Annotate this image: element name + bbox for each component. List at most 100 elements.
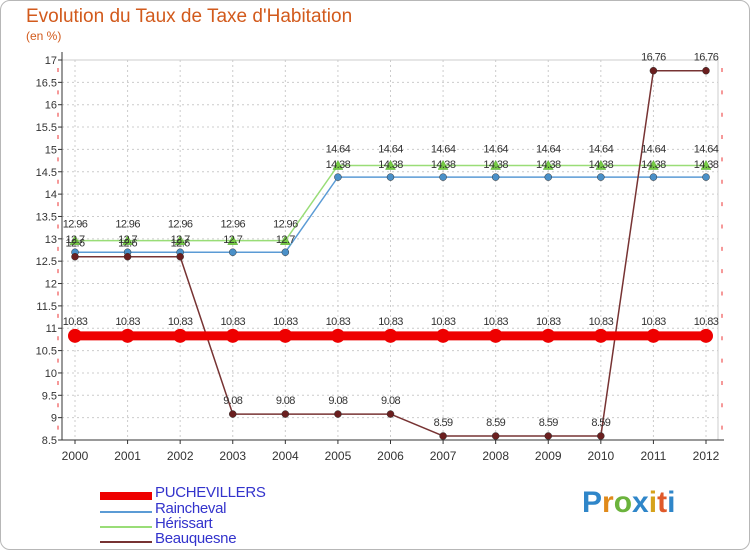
data-point-raincheval [649, 173, 658, 181]
data-label-raincheval: 12.7 [223, 234, 242, 246]
data-point-puchevillers [646, 328, 661, 343]
data-point-beauquesne [334, 410, 342, 418]
data-point-puchevillers [541, 328, 556, 343]
x-tick-label: 2005 [325, 449, 352, 463]
data-point-beauquesne [281, 410, 290, 418]
data-point-herissart [490, 159, 502, 170]
data-label-puchevillers: 10.83 [115, 316, 140, 328]
y-tick-label: 14.5 [36, 167, 57, 179]
data-point-herissart [279, 235, 291, 245]
data-label-puchevillers: 10.83 [220, 316, 245, 328]
x-tick-label: 2007 [430, 449, 457, 463]
data-label-beauquesne: 12.6 [65, 238, 84, 250]
legend-swatch-raincheval [100, 511, 152, 513]
data-point-herissart [227, 235, 239, 245]
data-label-puchevillers: 10.83 [694, 316, 719, 328]
data-label-herissart: 14.64 [483, 144, 508, 156]
data-point-beauquesne [71, 252, 79, 261]
data-label-puchevillers: 10.83 [168, 316, 193, 328]
data-point-puchevillers [593, 328, 608, 343]
data-point-puchevillers [68, 328, 82, 343]
data-label-puchevillers: 10.83 [589, 316, 614, 328]
y-tick-label: 13.5 [36, 211, 57, 223]
data-label-beauquesne: 12.6 [171, 238, 190, 250]
data-label-raincheval: 12.7 [65, 234, 84, 246]
data-label-herissart: 12.96 [273, 219, 298, 231]
data-label-herissart: 14.64 [536, 144, 561, 156]
data-point-puchevillers [330, 328, 345, 343]
data-label-beauquesne: 9.08 [328, 395, 347, 407]
data-label-herissart: 14.64 [589, 144, 614, 156]
y-tick-label: 11 [46, 323, 57, 335]
legend-swatch-puchevillers [100, 492, 152, 500]
legend-label-puchevillers: PUCHEVILLERS [155, 484, 266, 501]
y-tick-label: 9.5 [42, 390, 57, 402]
data-label-raincheval: 14.38 [431, 159, 456, 171]
data-label-beauquesne: 9.08 [223, 395, 242, 407]
chart-title: Evolution du Taux de Taxe d'Habitation [26, 6, 353, 27]
legend-label-beauquesne: Beauquesne [155, 530, 237, 547]
data-label-raincheval: 12.7 [276, 234, 295, 246]
data-label-puchevillers: 10.83 [641, 316, 666, 328]
data-label-beauquesne: 8.59 [434, 417, 453, 429]
data-point-raincheval [439, 173, 447, 181]
data-point-raincheval [702, 173, 710, 181]
y-tick-label: 14 [45, 189, 57, 201]
data-point-puchevillers [278, 328, 293, 343]
data-label-puchevillers: 10.83 [326, 316, 351, 328]
data-point-raincheval [281, 248, 290, 256]
data-point-beauquesne [386, 410, 395, 418]
legend-swatch-beauquesne [100, 541, 152, 543]
data-label-beauquesne: 9.08 [276, 395, 295, 407]
data-label-herissart: 14.64 [694, 144, 719, 156]
data-label-puchevillers: 10.83 [273, 316, 298, 328]
data-label-beauquesne: 16.76 [694, 52, 719, 64]
data-point-beauquesne [229, 410, 237, 418]
data-point-beauquesne [123, 252, 132, 261]
data-point-herissart [385, 159, 396, 170]
data-point-herissart [174, 235, 186, 245]
data-label-puchevillers: 10.83 [483, 316, 508, 328]
data-point-herissart [69, 235, 81, 245]
data-label-herissart: 12.96 [220, 219, 245, 231]
data-label-beauquesne: 12.6 [118, 238, 137, 250]
y-tick-label: 17 [45, 55, 57, 67]
data-point-herissart [122, 235, 134, 245]
y-tick-label: 15.5 [36, 122, 57, 134]
data-label-beauquesne: 9.08 [381, 395, 400, 407]
data-point-herissart [437, 159, 449, 170]
data-label-raincheval: 14.38 [641, 159, 666, 171]
data-point-puchevillers [173, 328, 188, 343]
data-point-beauquesne [544, 432, 552, 440]
y-tick-label: 10.5 [36, 346, 57, 358]
y-tick-label: 8.5 [42, 435, 57, 447]
x-tick-label: 2003 [219, 449, 246, 463]
data-point-beauquesne [176, 252, 184, 261]
data-label-raincheval: 12.7 [171, 234, 190, 246]
data-point-raincheval [544, 173, 552, 181]
data-label-herissart: 12.96 [63, 219, 88, 231]
data-point-beauquesne [702, 66, 710, 75]
data-label-herissart: 14.64 [378, 144, 403, 156]
x-tick-label: 2010 [587, 449, 614, 463]
data-label-puchevillers: 10.83 [378, 316, 403, 328]
x-tick-label: 2011 [641, 449, 667, 463]
x-tick-label: 2002 [167, 449, 194, 463]
data-point-puchevillers [120, 328, 135, 343]
data-label-herissart: 14.64 [326, 144, 351, 156]
data-label-herissart: 12.96 [115, 219, 140, 231]
data-label-herissart: 14.64 [641, 144, 666, 156]
x-tick-label: 2001 [114, 449, 141, 463]
data-label-puchevillers: 10.83 [536, 316, 561, 328]
y-tick-label: 10 [45, 368, 57, 380]
data-point-herissart [542, 159, 554, 170]
y-tick-label: 16.5 [36, 77, 57, 89]
x-tick-label: 2000 [62, 449, 89, 463]
data-point-puchevillers [488, 328, 503, 343]
data-point-herissart [595, 159, 607, 170]
y-tick-label: 9 [51, 413, 57, 425]
data-point-raincheval [597, 173, 605, 181]
data-point-puchevillers [699, 328, 713, 343]
data-point-beauquesne [491, 432, 500, 440]
